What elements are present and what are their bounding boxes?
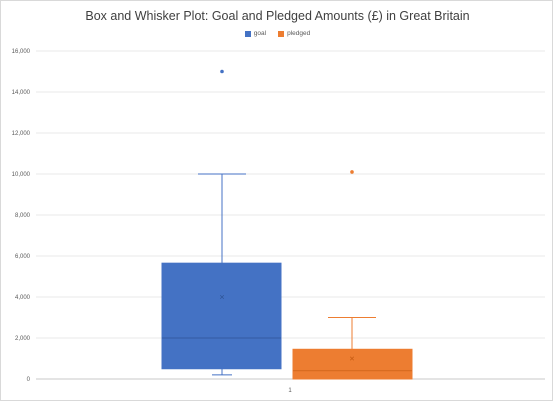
y-tick-label: 0 — [27, 377, 31, 383]
mean-marker-goal — [219, 294, 225, 300]
mean-marker-stroke — [219, 294, 225, 300]
box-layer — [161, 69, 413, 380]
mean-marker-stroke — [349, 356, 355, 361]
grid-layer — [36, 50, 545, 380]
y-tick-label: 10,000 — [12, 172, 31, 178]
legend-label-goal: goal — [253, 30, 267, 37]
axis-layer: 0 2,000 4,000 6,000 8,000 10,000 12,000 14,000 1… — [12, 49, 545, 394]
y-tick-label: 8,000 — [15, 213, 31, 219]
legend: goal pledged — [0, 30, 555, 37]
legend-label-pledged: pledged — [287, 30, 311, 37]
y-tick-label: 12,000 — [12, 131, 31, 137]
y-tick-label: 14,000 — [12, 90, 31, 96]
legend-item-goal: goal — [244, 30, 267, 37]
box-goal — [161, 262, 282, 370]
y-tick-label: 16,000 — [12, 49, 31, 55]
legend-swatch-goal — [244, 30, 251, 37]
outlier-point-goal — [220, 69, 224, 74]
legend-item-pledged: pledged — [278, 30, 310, 37]
legend-swatch-pledged — [278, 30, 285, 37]
y-tick-label: 2,000 — [15, 336, 31, 342]
box-pledged — [292, 348, 413, 380]
y-tick-label: 6,000 — [15, 254, 31, 260]
outlier-point-pledged — [350, 170, 354, 174]
chart-title: Box and Whisker Plot: Goal and Pledged A… — [85, 9, 470, 23]
x-tick-label: 1 — [288, 388, 292, 394]
y-tick-label: 4,000 — [15, 295, 31, 301]
mean-marker-pledged — [349, 356, 355, 361]
